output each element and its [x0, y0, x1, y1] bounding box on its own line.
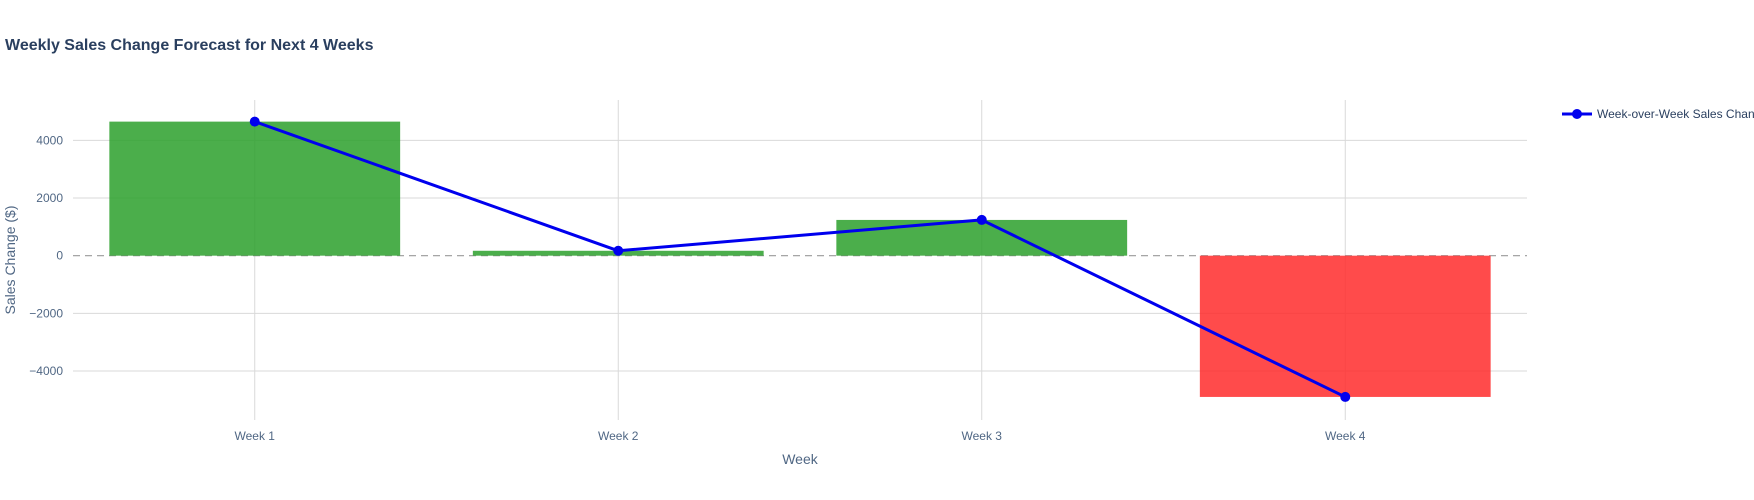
y-tick-label: 0 [56, 249, 63, 263]
y-tick-label: −4000 [29, 364, 63, 378]
x-tick-label: Week 1 [235, 429, 276, 443]
series-point [976, 214, 987, 225]
bars [109, 121, 1491, 397]
legend[interactable]: Week-over-Week Sales Chan [1562, 107, 1754, 121]
bar [836, 219, 1128, 256]
series-point [613, 245, 624, 256]
x-tick-label: Week 2 [598, 429, 639, 443]
x-tick-label: Week 4 [1325, 429, 1366, 443]
x-axis-title: Week [782, 451, 819, 467]
y-axis-ticks: −4000 −2000 0 2000 4000 [29, 133, 63, 378]
y-axis-title: Sales Change ($) [2, 206, 18, 315]
series-point [249, 116, 260, 127]
line-series [249, 116, 1351, 402]
legend-marker [1572, 109, 1582, 119]
y-tick-label: −2000 [29, 306, 63, 320]
chart-title: Weekly Sales Change Forecast for Next 4 … [5, 37, 374, 54]
y-tick-label: 4000 [36, 133, 63, 147]
y-tick-label: 2000 [36, 191, 63, 205]
bar [109, 121, 401, 256]
series-point [1340, 391, 1351, 402]
series-line [254, 120, 1346, 399]
bar [1199, 255, 1491, 397]
legend-label: Week-over-Week Sales Chan [1597, 107, 1754, 121]
x-tick-label: Week 3 [962, 429, 1003, 443]
x-axis-ticks: Week 1 Week 2 Week 3 Week 4 [235, 429, 1366, 443]
